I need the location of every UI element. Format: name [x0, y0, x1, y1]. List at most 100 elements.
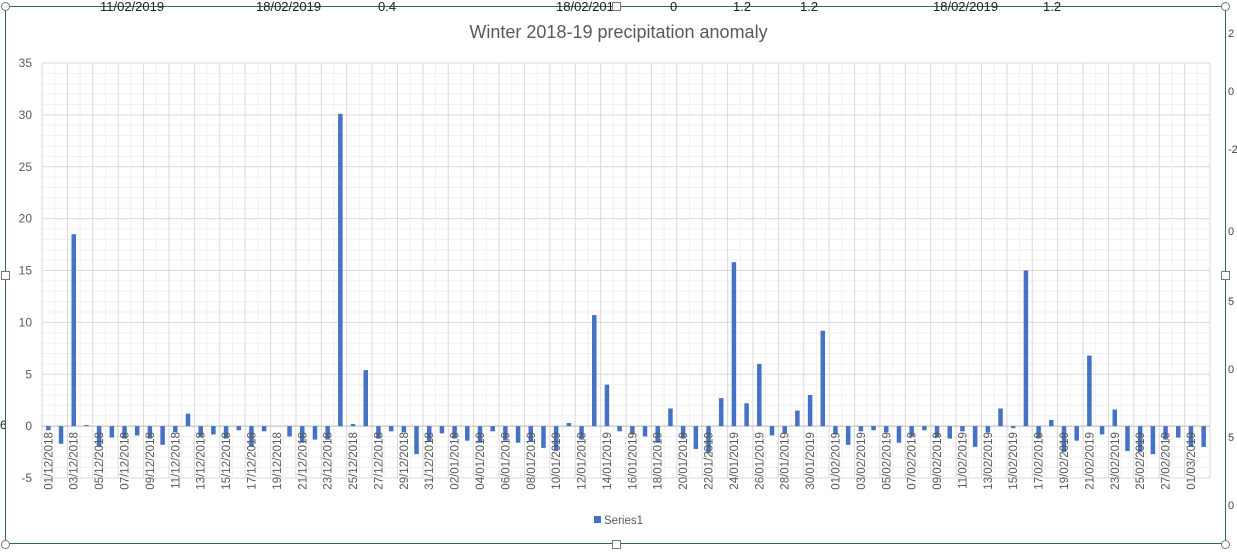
resize-handle[interactable] — [1, 540, 10, 549]
bar — [350, 424, 356, 427]
resize-handle[interactable] — [612, 2, 621, 11]
bar — [845, 426, 851, 445]
bar — [1061, 426, 1067, 453]
resize-handle[interactable] — [1, 271, 10, 280]
x-tick-label: 29/12/2018 — [399, 432, 411, 490]
partial-axis-label: 0 — [1228, 86, 1235, 98]
bar — [884, 426, 889, 433]
x-tick-label: 17/12/2018 — [246, 432, 258, 490]
x-tick-label: 13/12/2018 — [196, 432, 208, 490]
y-tick-label: -5 — [21, 471, 32, 485]
bar — [1163, 426, 1168, 440]
x-tick-label: 25/12/2018 — [348, 432, 360, 490]
bar — [287, 426, 292, 437]
x-tick-label: 11/02/2019 — [957, 432, 969, 489]
bar — [807, 395, 813, 427]
x-tick-label: 01/03/2019 — [1186, 432, 1198, 490]
bar — [642, 426, 648, 437]
bar — [185, 413, 191, 427]
x-tick-label: 12/01/2019 — [577, 432, 589, 490]
bar — [300, 426, 305, 443]
bar — [769, 426, 775, 436]
resize-handle[interactable] — [1221, 2, 1230, 11]
x-tick-label: 01/02/2019 — [830, 432, 842, 490]
x-tick-label: 15/02/2019 — [1008, 432, 1020, 490]
bar — [1201, 426, 1206, 447]
partial-axis-label: 5 — [1228, 296, 1235, 308]
cell[interactable]: 18/02/2019 — [256, 0, 322, 14]
resize-handle[interactable] — [1221, 540, 1230, 549]
bar — [173, 426, 178, 433]
bar — [528, 426, 534, 442]
bar — [1137, 426, 1143, 453]
y-tick-label: 15 — [19, 264, 33, 278]
bar — [261, 426, 267, 432]
cell[interactable]: 1.2 — [733, 0, 752, 14]
bar — [998, 408, 1003, 427]
cell[interactable]: 11/02/2019 — [100, 0, 165, 14]
bar — [934, 426, 940, 438]
x-tick-label: 15/12/2018 — [221, 432, 233, 490]
bar — [363, 370, 368, 427]
x-tick-label: 17/02/2019 — [1034, 432, 1046, 490]
cell[interactable]: 18/02/2019 — [933, 0, 999, 14]
bar — [592, 315, 597, 427]
x-tick-label: 23/12/2018 — [323, 432, 335, 490]
bar — [871, 426, 876, 431]
bar — [1125, 426, 1130, 452]
bar — [439, 426, 445, 434]
resize-handle[interactable] — [1, 2, 10, 11]
x-tick-label: 06/01/2019 — [500, 432, 512, 490]
x-tick-label: 20/01/2019 — [678, 432, 690, 490]
bar — [630, 426, 635, 435]
cell[interactable]: 0.4 — [378, 0, 397, 14]
bar — [693, 426, 699, 449]
x-tick-label: 03/12/2018 — [69, 432, 81, 490]
partial-axis-label: 5 — [1228, 432, 1235, 444]
y-tick-label: 30 — [19, 108, 33, 122]
cell[interactable]: 1.2 — [1043, 0, 1062, 14]
bar — [388, 426, 394, 432]
bar — [515, 426, 521, 443]
resize-handle[interactable] — [1221, 271, 1230, 280]
bar — [731, 262, 737, 427]
cell[interactable]: 1.2 — [800, 0, 819, 14]
bar — [414, 426, 419, 455]
x-tick-label: 09/12/2018 — [145, 432, 157, 490]
x-tick-label: 27/02/2019 — [1161, 432, 1173, 490]
x-tick-label: 05/12/2018 — [94, 432, 106, 490]
bar — [160, 426, 165, 445]
x-tick-label: 16/01/2019 — [627, 432, 639, 490]
x-tick-label: 21/02/2019 — [1084, 432, 1096, 490]
bar — [211, 426, 216, 435]
bar — [680, 426, 686, 439]
cell[interactable]: 0 — [670, 0, 678, 14]
bar — [134, 426, 140, 436]
x-tick-label: 24/01/2019 — [729, 432, 741, 490]
bar — [655, 426, 660, 443]
bar — [985, 426, 991, 433]
bar — [1010, 426, 1016, 429]
bar — [376, 426, 381, 439]
cell[interactable]: 18/02/2019 — [556, 0, 622, 14]
row-label: 6 — [0, 418, 7, 432]
x-tick-label: 08/01/2019 — [526, 432, 538, 490]
bar — [1074, 426, 1079, 441]
resize-handle[interactable] — [612, 540, 621, 549]
x-tick-label: 22/01/2019 — [704, 432, 716, 490]
bar — [718, 398, 724, 427]
x-tick-label: 10/01/2019 — [551, 432, 563, 490]
bar — [1176, 426, 1181, 438]
x-tick-label: 02/01/2019 — [450, 432, 462, 490]
x-tick-label: 25/02/2019 — [1135, 432, 1147, 490]
bar — [1049, 419, 1054, 427]
bar — [566, 423, 572, 427]
y-tick-label: 0 — [25, 419, 32, 433]
x-tick-label: 09/02/2019 — [932, 432, 944, 490]
chart-frame[interactable] — [5, 6, 1226, 544]
bar — [109, 426, 115, 438]
bar — [312, 426, 318, 440]
bar — [604, 384, 610, 427]
bar — [84, 425, 89, 427]
spreadsheet-top-row: 11/02/2019 18/02/2019 0.4 18/02/2019 0 1… — [0, 0, 1237, 16]
